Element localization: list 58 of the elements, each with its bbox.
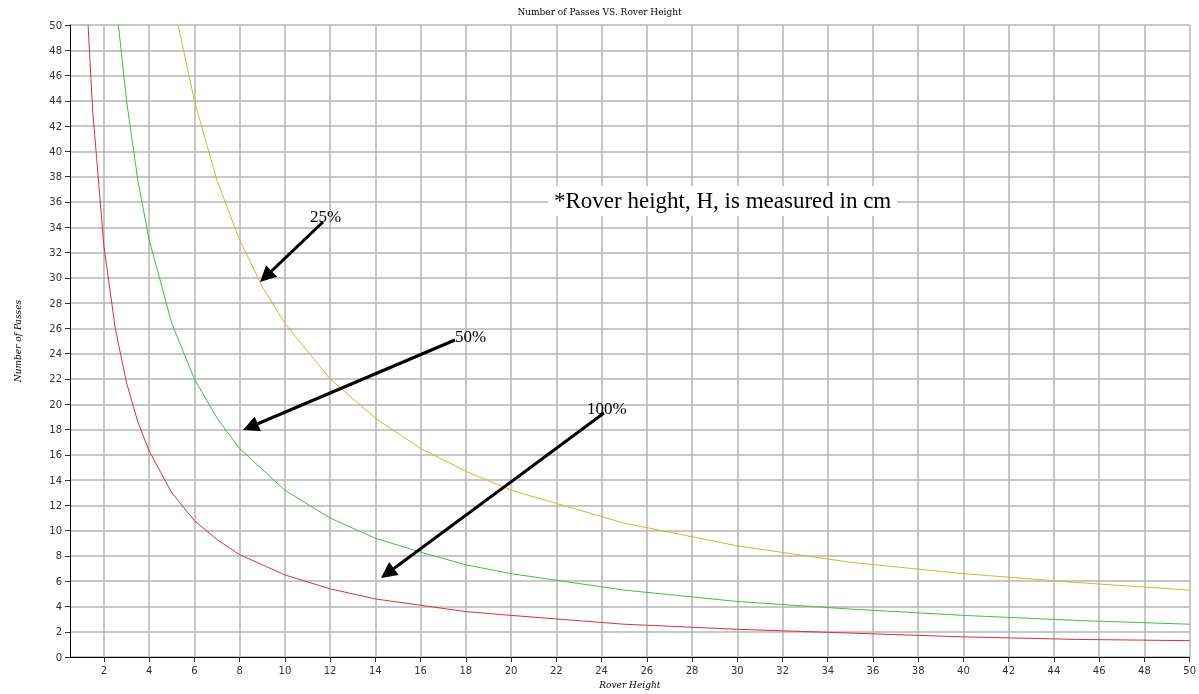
y-tick-label: 46 [49,70,62,82]
y-tick-label: 4 [55,601,62,613]
y-tick-label: 50 [49,19,62,31]
x-tick-label: 6 [191,664,198,676]
x-tick-label: 46 [1092,664,1106,676]
y-tick-label: 0 [55,651,62,663]
y-tick-label: 14 [49,474,62,486]
y-tick-label: 44 [49,95,62,107]
x-tick-label: 32 [776,664,789,676]
y-tick-label: 26 [49,322,62,334]
x-tick-label: 14 [368,664,382,676]
chart-title: Number of Passes VS. Rover Height [517,6,682,17]
x-tick-label: 50 [1183,664,1196,676]
x-tick-label: 20 [504,664,518,676]
annotation: 100% [587,399,627,419]
x-tick-label: 2 [100,664,108,676]
annotation: 25% [310,207,342,227]
x-tick-label: 26 [640,664,654,676]
x-tick-label: 4 [145,664,153,676]
x-tick-label: 18 [459,664,473,676]
annotation: *Rover height, H, is measured in cm [548,186,898,216]
x-tick-label: 34 [821,664,835,676]
x-tick-label: 22 [549,664,563,676]
x-tick-label: 28 [685,664,699,676]
y-tick-label: 40 [49,145,62,157]
y-tick-label: 30 [49,272,62,284]
x-tick-label: 44 [1047,664,1061,676]
y-axis-title: Number of Passes [12,299,23,384]
x-tick-label: 12 [323,664,337,676]
y-tick-label: 18 [49,424,62,436]
y-tick-label: 12 [49,499,62,511]
y-tick-label: 10 [49,525,62,537]
x-tick-label: 16 [414,664,427,676]
annotation: 50% [455,327,487,347]
x-tick-label: 38 [911,664,925,676]
x-tick-label: 42 [1002,664,1016,676]
y-tick-label: 24 [49,348,62,360]
x-tick-label: 40 [957,664,970,676]
y-tick-label: 22 [49,373,62,385]
y-tick-label: 20 [49,398,62,410]
y-tick-label: 48 [49,44,62,56]
y-tick-label: 32 [49,247,62,259]
y-tick-label: 42 [49,120,62,132]
x-tick-label: 30 [730,664,744,676]
y-tick-label: 8 [55,550,62,562]
x-tick-label: 36 [866,664,880,676]
x-tick-label: 8 [236,664,243,676]
y-tick-label: 2 [55,626,62,638]
x-tick-label: 10 [278,664,292,676]
x-tick-label: 48 [1138,664,1151,676]
y-tick-label: 36 [49,196,62,208]
y-tick-label: 28 [49,297,62,309]
x-axis-title: Rover Height [598,679,661,690]
y-tick-label: 38 [49,171,62,183]
x-tick-label: 24 [595,664,608,676]
y-tick-label: 16 [49,449,62,461]
y-tick-label: 6 [55,575,62,587]
y-tick-label: 34 [49,221,62,233]
